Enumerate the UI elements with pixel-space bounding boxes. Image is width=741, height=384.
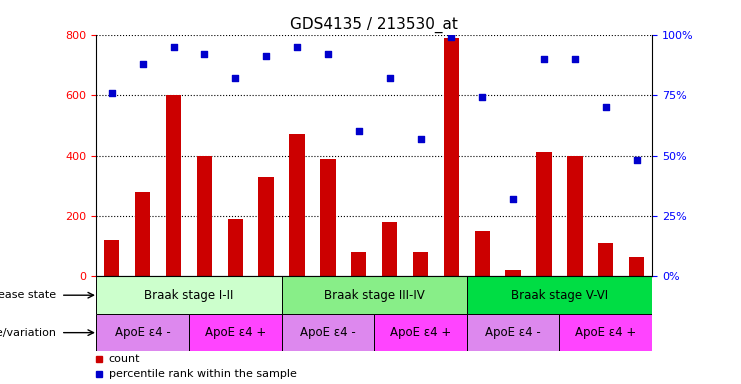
Title: GDS4135 / 213530_at: GDS4135 / 213530_at	[290, 17, 458, 33]
Point	[136, 61, 148, 67]
Point	[507, 196, 519, 202]
Text: ApoE ε4 -: ApoE ε4 -	[485, 326, 541, 339]
Bar	[629, 257, 645, 276]
Bar	[320, 159, 336, 276]
Bar	[505, 270, 521, 276]
Text: Braak stage III-IV: Braak stage III-IV	[324, 289, 425, 302]
Bar	[351, 252, 367, 276]
Bar	[467, 276, 652, 314]
Bar	[567, 156, 582, 276]
Text: ApoE ε4 +: ApoE ε4 +	[205, 326, 266, 339]
Bar	[166, 95, 182, 276]
Bar	[413, 252, 428, 276]
Bar	[104, 240, 119, 276]
Bar	[467, 314, 559, 351]
Text: ApoE ε4 -: ApoE ε4 -	[300, 326, 356, 339]
Bar	[598, 243, 614, 276]
Point	[445, 34, 457, 40]
Text: count: count	[108, 354, 140, 364]
Text: Braak stage V-VI: Braak stage V-VI	[511, 289, 608, 302]
Bar	[559, 314, 652, 351]
Point	[384, 75, 396, 81]
Bar	[474, 231, 490, 276]
Bar	[536, 152, 552, 276]
Bar	[96, 276, 282, 314]
Bar	[289, 134, 305, 276]
Text: percentile rank within the sample: percentile rank within the sample	[108, 369, 296, 379]
Point	[538, 56, 550, 62]
Point	[569, 56, 581, 62]
Bar	[374, 314, 467, 351]
Bar	[189, 314, 282, 351]
Text: ApoE ε4 -: ApoE ε4 -	[115, 326, 170, 339]
Point	[476, 94, 488, 101]
Point	[260, 53, 272, 60]
Text: ApoE ε4 +: ApoE ε4 +	[390, 326, 451, 339]
Bar	[227, 219, 243, 276]
Text: ApoE ε4 +: ApoE ε4 +	[575, 326, 637, 339]
Bar	[135, 192, 150, 276]
Point	[229, 75, 241, 81]
Point	[631, 157, 642, 164]
Point	[353, 128, 365, 134]
Bar	[282, 314, 374, 351]
Point	[199, 51, 210, 57]
Text: disease state: disease state	[0, 290, 56, 300]
Point	[106, 89, 118, 96]
Point	[415, 136, 427, 142]
Bar	[282, 276, 467, 314]
Bar	[259, 177, 274, 276]
Text: Braak stage I-II: Braak stage I-II	[144, 289, 233, 302]
Text: genotype/variation: genotype/variation	[0, 328, 56, 338]
Point	[291, 43, 303, 50]
Point	[600, 104, 612, 110]
Bar	[96, 314, 189, 351]
Point	[167, 43, 179, 50]
Bar	[444, 38, 459, 276]
Bar	[382, 222, 397, 276]
Point	[322, 51, 333, 57]
Bar	[196, 156, 212, 276]
